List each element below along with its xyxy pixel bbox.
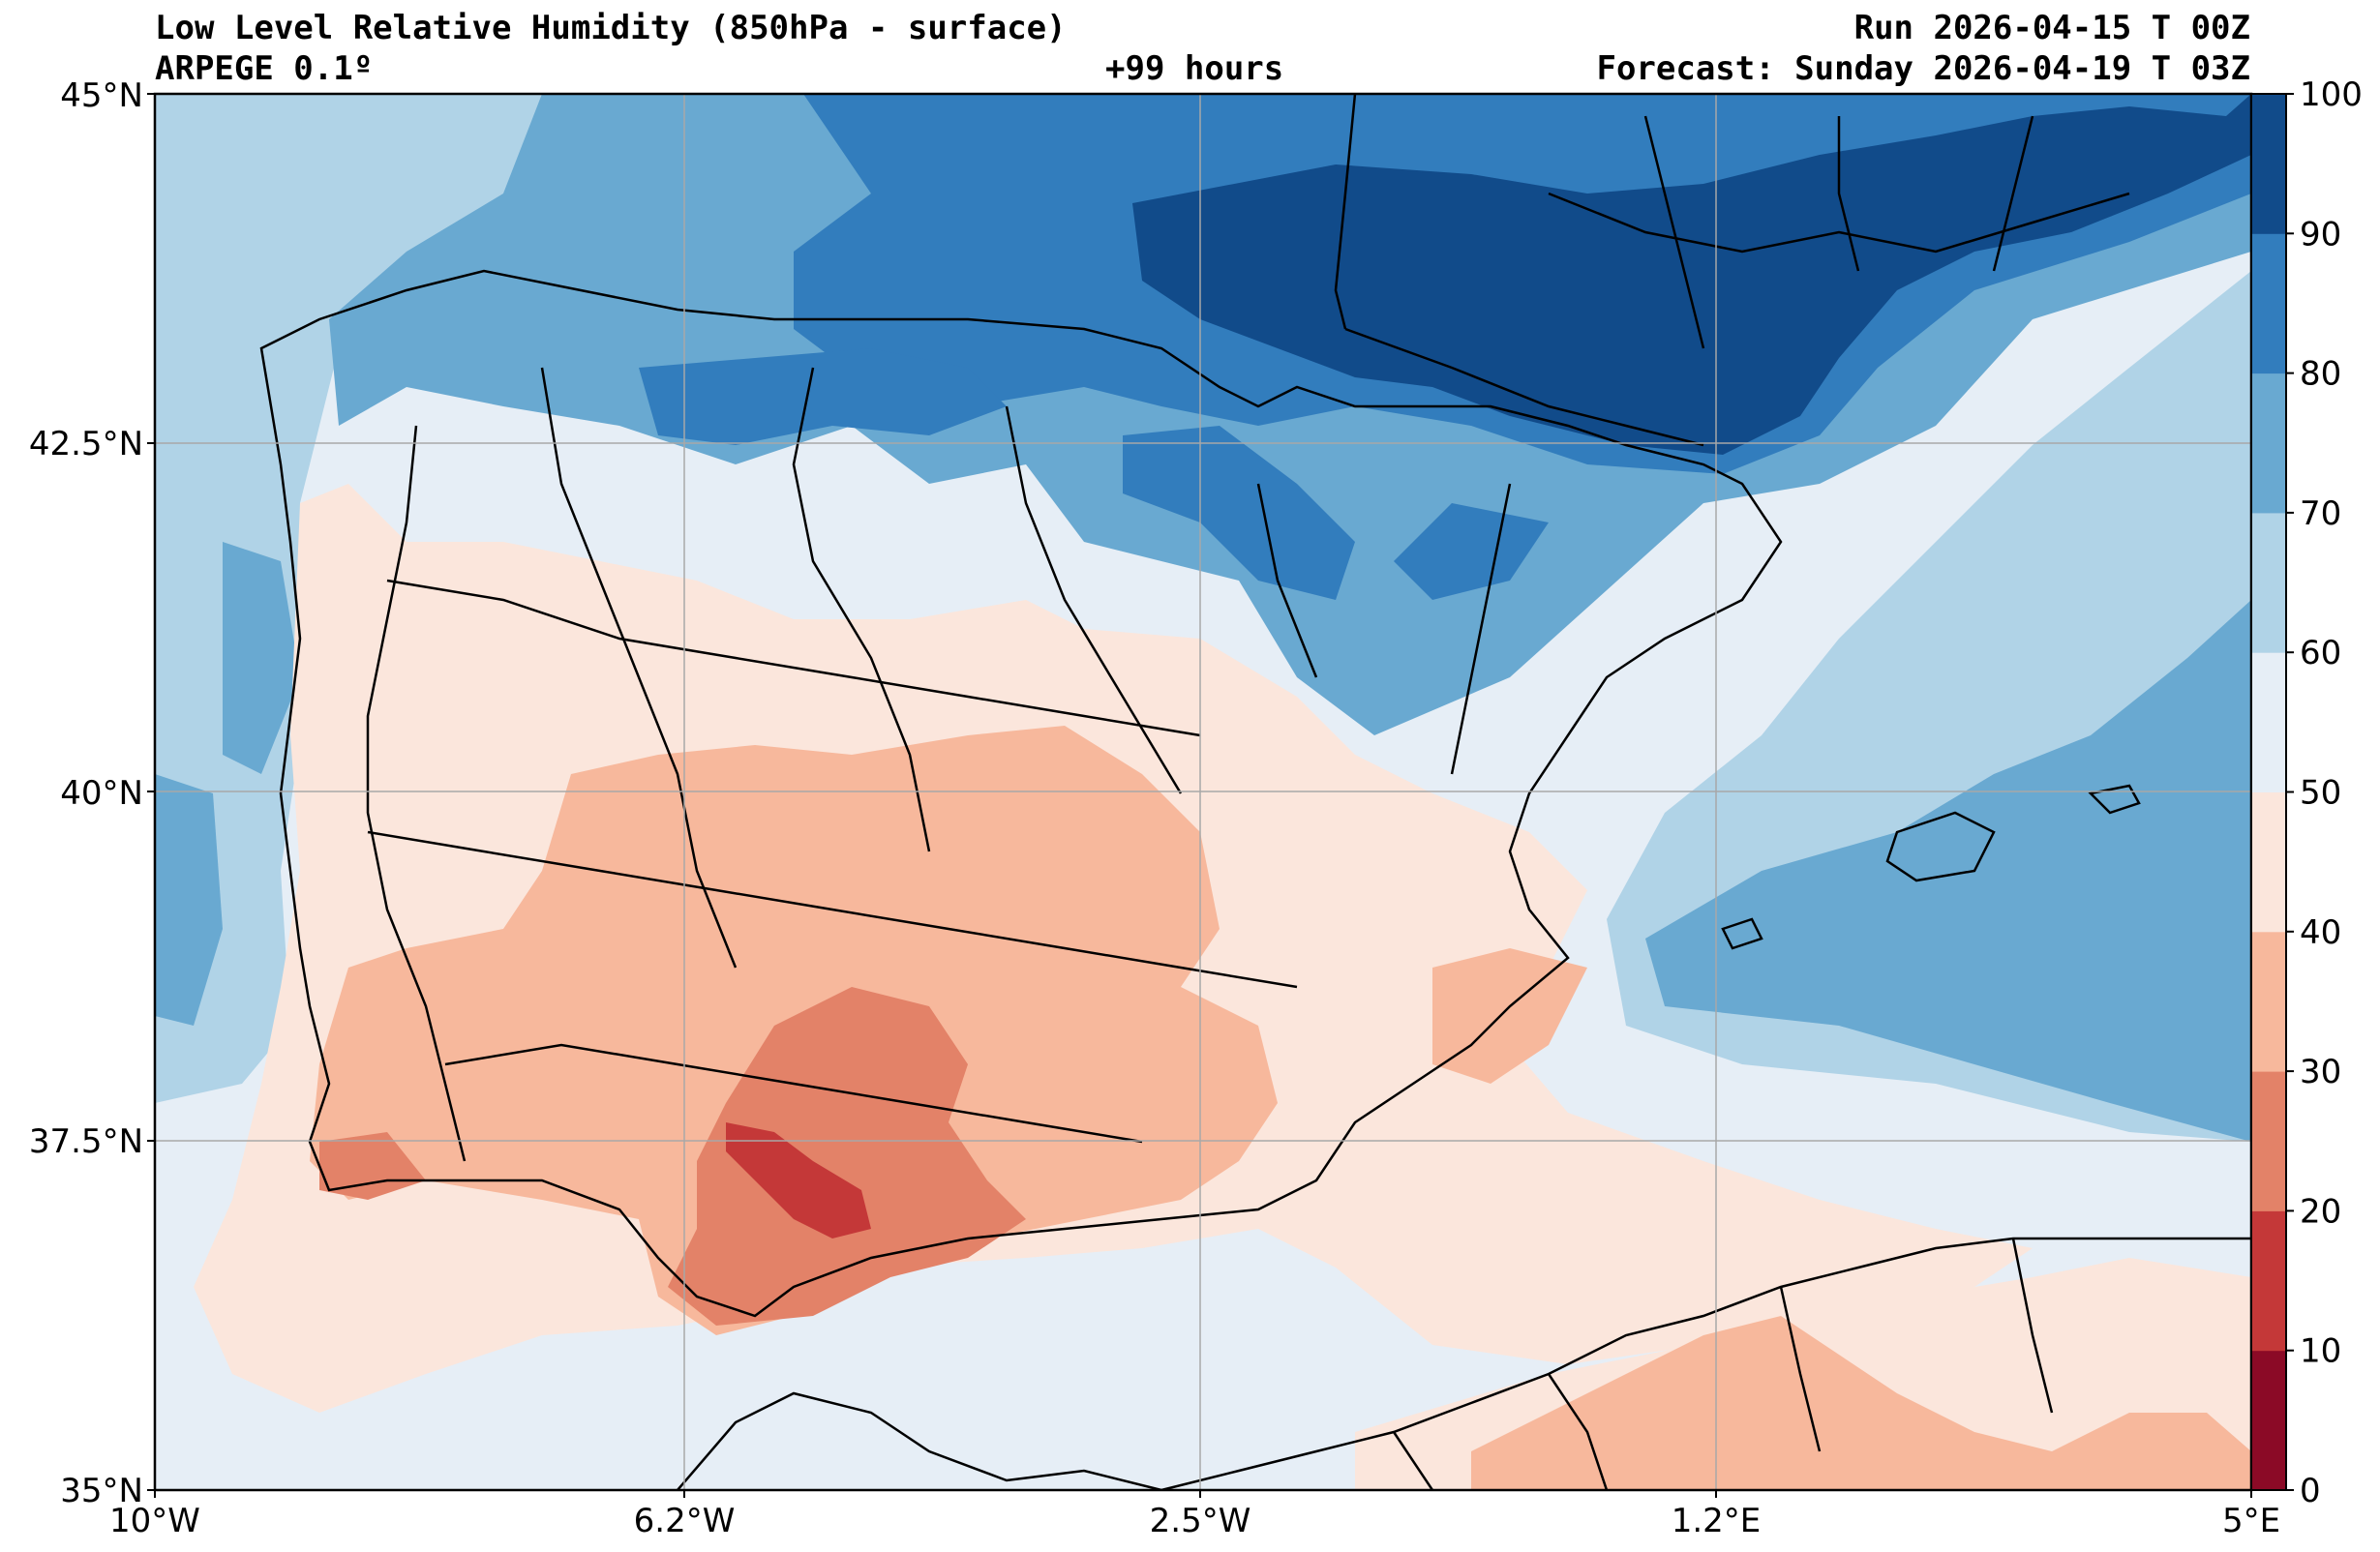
field-north-90 — [1132, 94, 2251, 455]
france-internal — [1548, 115, 2130, 349]
africa-coast — [677, 1237, 2251, 1490]
province-lines-b — [367, 579, 1298, 1144]
lat-axis: 45°N 42.5°N 40°N 37.5°N 35°N — [29, 76, 155, 1510]
iberia-coast — [259, 269, 1783, 1318]
colorbar-tick-label: 70 — [2300, 494, 2341, 533]
field-valencia-30 — [1432, 948, 1587, 1084]
run-label: Run 2026-04-15 T 00Z — [1853, 9, 2250, 47]
model-label: ARPEGE 0.1º — [155, 49, 374, 88]
portugal-border — [366, 425, 467, 1162]
colorbar-tick-label: 100 — [2300, 75, 2363, 114]
colorbar-tick-label: 10 — [2300, 1332, 2341, 1371]
colorbar-tick-label: 40 — [2300, 913, 2341, 952]
colorbar-segment — [2251, 1210, 2286, 1352]
colorbar-tick-label: 90 — [2300, 215, 2341, 254]
colorbar-tick-label: 0 — [2300, 1472, 2321, 1510]
france-coast — [1334, 94, 1357, 330]
map-title: Low Level Relative Humidity (850hPa - su… — [155, 9, 1067, 47]
africa-internal — [1392, 1238, 2054, 1490]
colorbar: 0 10 20 30 40 50 60 70 80 90 100 — [2250, 75, 2363, 1510]
field-algarve-20 — [319, 1132, 426, 1200]
france-border — [1344, 327, 1704, 447]
lon-tick-label: 6.2°W — [634, 1502, 736, 1540]
field-andalusia-20 — [668, 987, 1026, 1326]
field-ebro-80 — [1123, 426, 1355, 600]
menorca-coast — [2088, 784, 2141, 815]
field-pyrenees-80 — [1394, 503, 1549, 600]
colorbar-tick-label: 80 — [2300, 355, 2341, 394]
field-granada-10 — [726, 1122, 871, 1239]
field-portugal-70 — [155, 774, 223, 1026]
field-atlantic-70 — [223, 542, 300, 774]
colorbar-segment — [2251, 233, 2286, 374]
coastlines — [259, 94, 2251, 1490]
colorbar-segment — [2251, 512, 2286, 653]
lat-tick-label: 37.5°N — [29, 1122, 143, 1161]
colorbar-tick-label: 20 — [2300, 1192, 2341, 1231]
lon-axis: 10°W 6.2°W 2.5°W 1.2°E 5°E — [109, 1490, 2280, 1540]
colorbar-segment — [2251, 373, 2286, 514]
lon-tick-label: 5°E — [2222, 1502, 2280, 1540]
field-africa-30 — [1471, 1316, 2251, 1490]
field-med-70 — [1645, 600, 2251, 1142]
lat-tick-label: 42.5°N — [29, 425, 143, 463]
colorbar-segment — [2251, 1071, 2286, 1211]
field-cantabria-80 — [639, 348, 1007, 445]
colorbar-segment — [2251, 94, 2286, 234]
ibiza-coast — [1721, 917, 1763, 950]
colorbar-segment — [2251, 652, 2286, 792]
colorbar-tick-label: 60 — [2300, 634, 2341, 672]
colorbar-segment — [2251, 791, 2286, 933]
colorbar-segment — [2251, 1350, 2286, 1491]
forecast-label: Forecast: Sunday 2026-04-19 T 03Z — [1596, 49, 2250, 88]
colorbar-tick-label: 30 — [2300, 1053, 2341, 1091]
mallorca-coast — [1885, 811, 1996, 882]
lat-tick-label: 35°N — [60, 1472, 143, 1510]
colorbar-segment — [2251, 931, 2286, 1072]
lon-tick-label: 1.2°E — [1672, 1502, 1762, 1540]
lead-time-label: +99 hours — [1105, 49, 1284, 88]
gridlines — [155, 94, 2251, 1490]
lon-tick-label: 10°W — [109, 1502, 200, 1540]
province-lines-a — [540, 367, 1512, 969]
colorbar-tick-label: 50 — [2300, 774, 2341, 813]
lat-tick-label: 40°N — [60, 774, 143, 813]
lat-tick-label: 45°N — [60, 76, 143, 115]
lon-tick-label: 2.5°W — [1150, 1502, 1251, 1540]
